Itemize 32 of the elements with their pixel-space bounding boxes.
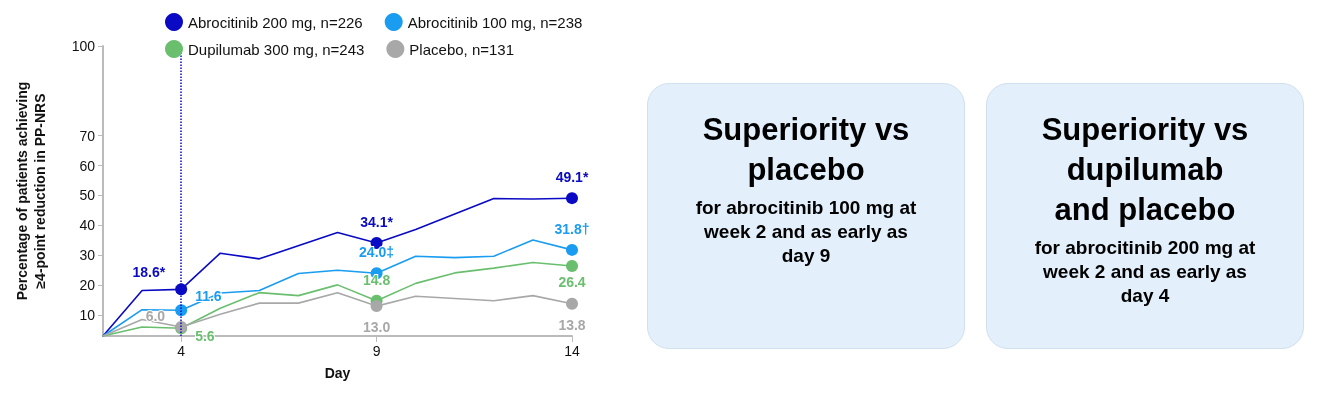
y-tick-label: 60	[79, 157, 96, 174]
legend-label: Abrocitinib 100 mg, n=238	[407, 13, 583, 31]
y-tick-label: 70	[79, 127, 96, 144]
x-tick-label: 4	[177, 343, 186, 359]
legend-label: Abrocitinib 200 mg, n=226	[188, 13, 363, 31]
text: Superiority vs placebo	[701, 111, 911, 189]
y-axis-title: Percentage of patients achieving ≥4-point reduction in PP-NRS	[14, 81, 48, 301]
data-label: 26.4	[558, 274, 586, 291]
data-label: 5.6	[195, 328, 215, 345]
x-tick-label: 14	[564, 343, 580, 359]
legend-label: Placebo, n=131	[409, 40, 515, 58]
data-label: 24.0‡	[359, 244, 395, 261]
y-tick-label: 50	[79, 187, 96, 204]
data-label: 13.8	[558, 316, 586, 333]
x-axis-title: Day	[324, 365, 351, 381]
data-label: 34.1*	[360, 214, 394, 231]
y-tick-label: 40	[79, 217, 96, 234]
x-tick-label: 9	[372, 343, 381, 359]
text: for abrocitinib 100 mg at week 2 and as early as day 9	[694, 196, 918, 268]
data-label: 31.8†	[554, 220, 590, 237]
y-tick-label: 20	[79, 277, 96, 294]
text: Superiority vs dupilumab and placebo	[1040, 111, 1250, 229]
data-label: 14.8	[362, 271, 391, 288]
legend-label: Dupilumab 300 mg, n=243	[188, 40, 365, 58]
data-label: 49.1*	[555, 169, 589, 186]
y-tick-label: 10	[79, 307, 96, 324]
data-label: 13.0	[362, 319, 391, 336]
y-tick-label: 100	[71, 38, 96, 54]
text: for abrocitinib 200 mg at week 2 and as early as day 4	[1033, 236, 1257, 308]
data-label: 18.6*	[132, 264, 166, 281]
y-tick-label: 30	[79, 247, 96, 264]
data-label: 6.0	[145, 308, 166, 325]
